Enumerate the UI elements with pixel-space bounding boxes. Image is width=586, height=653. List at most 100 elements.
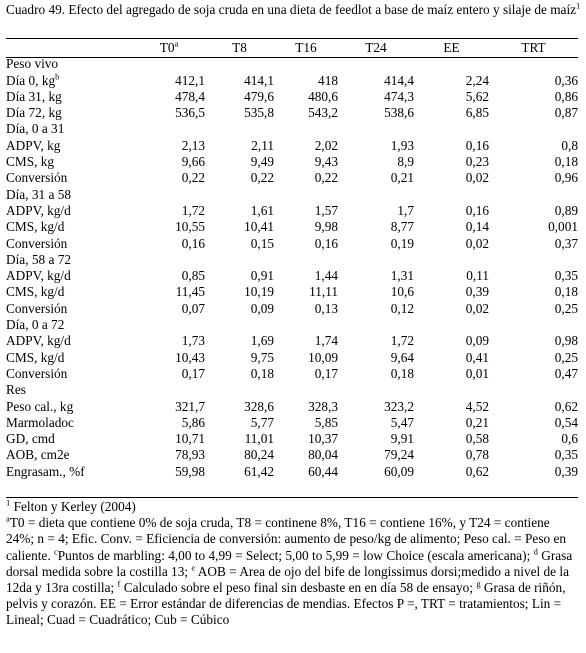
- table-row: Peso cal., kg 321,7 328,6 328,3 323,2 4,52 0,6…: [6, 399, 578, 415]
- cell-trt: 0,25: [554, 349, 578, 365]
- cell-trt: 0,37: [554, 235, 578, 251]
- table-row: AOB, cm2e 78,93 80,24 80,04 79,24 0,78 0,35: [6, 447, 578, 463]
- footnote-1: 1 Felton y Kerley (2004): [6, 497, 136, 514]
- cell-t16: 0,13: [314, 300, 338, 316]
- cell-t24: 414,4: [384, 72, 414, 88]
- table-row: Día 72, kg 536,5 535,8 543,2 538,6 6,85 0,87: [6, 105, 578, 121]
- header-t24: T24: [365, 40, 387, 55]
- header-t0: T0a: [159, 38, 179, 55]
- row-label: CMS, kg/d: [6, 349, 65, 365]
- cell-t0: 11,45: [175, 284, 205, 300]
- row-label: Día 31, kg: [6, 88, 62, 104]
- cell-t24: 474,3: [384, 88, 414, 104]
- header-blank: [6, 40, 133, 56]
- table-row: ADPV, kg/d 1,72 1,61 1,57 1,7 0,16 0,89: [6, 203, 578, 219]
- cell-ee: 0,02: [465, 235, 489, 251]
- group-label: Res: [6, 382, 26, 398]
- data-table: T0a T8 T16 T24 EE TRT Peso vivo Día 0, kg…: [6, 38, 578, 480]
- group-label: Peso vivo: [6, 56, 59, 72]
- cell-t0: 9,66: [181, 154, 205, 170]
- cell-ee: 0,21: [465, 414, 489, 430]
- cell-trt: 0,54: [554, 414, 578, 430]
- cell-t24: 538,6: [384, 105, 414, 121]
- cell-t24: 60,09: [384, 463, 414, 479]
- cell-t24: 8,77: [390, 219, 414, 235]
- cell-t24: 8,9: [397, 154, 414, 170]
- header-row: T0a T8 T16 T24 EE TRT: [6, 38, 578, 56]
- cell-ee: 0,11: [466, 268, 489, 284]
- cell-t8: 61,42: [244, 463, 274, 479]
- footnotes: 1 Felton y Kerley (2004) aT0 = dieta que…: [6, 497, 581, 629]
- group-label: Día, 0 a 72: [6, 317, 65, 333]
- row-label: CMS, kg/d: [6, 219, 65, 235]
- cell-t0: 412,1: [175, 72, 205, 88]
- cell-t8: 1,61: [250, 202, 274, 218]
- group-row: Res: [6, 382, 578, 398]
- table-row: Marmoladoc 5,86 5,77 5,85 5,47 0,21 0,54: [6, 415, 578, 431]
- row-label: Día 0, kgb: [6, 71, 60, 88]
- cell-ee: 6,85: [465, 105, 489, 121]
- cell-t24: 10,6: [390, 284, 414, 300]
- cell-t0: 1,73: [181, 333, 205, 349]
- cell-t0: 10,55: [175, 219, 205, 235]
- cell-t0: 321,7: [175, 398, 205, 414]
- table-row: Conversión 0,16 0,15 0,16 0,19 0,02 0,37: [6, 236, 578, 252]
- header-trt: TRT: [521, 40, 546, 55]
- table-body: Peso vivo Día 0, kgb 412,1 414,1 418 414,4 2,2…: [6, 56, 578, 480]
- row-label: Engrasam., %f: [6, 463, 85, 479]
- group-row: Día, 31 a 58: [6, 187, 578, 203]
- cell-t24: 5,47: [390, 414, 414, 430]
- cell-t8: 1,69: [250, 333, 274, 349]
- group-row: Día, 0 a 72: [6, 317, 578, 333]
- header-t16: T16: [295, 40, 317, 55]
- cell-t8: 9,49: [250, 154, 274, 170]
- cell-t0: 536,5: [175, 105, 205, 121]
- table-caption: Cuadro 49. Efecto del agregado de soja c…: [6, 1, 581, 18]
- cell-t16: 418: [318, 72, 338, 88]
- cell-t24: 9,64: [390, 349, 414, 365]
- cell-t8: 2,11: [251, 137, 274, 153]
- cell-t8: 414,1: [244, 72, 274, 88]
- cell-t0: 59,98: [175, 463, 205, 479]
- cell-trt: 0,47: [554, 365, 578, 381]
- cell-t16: 60,44: [308, 463, 338, 479]
- cell-t16: 9,43: [314, 154, 338, 170]
- cell-t8: 0,09: [250, 300, 274, 316]
- cell-t16: 0,17: [314, 365, 338, 381]
- row-label: ADPV, kg: [6, 137, 61, 153]
- cell-trt: 0,18: [554, 284, 578, 300]
- cell-t8: 0,15: [250, 235, 274, 251]
- cell-ee: 0,02: [465, 300, 489, 316]
- cell-t24: 79,24: [384, 447, 414, 463]
- cell-t8: 10,19: [244, 284, 274, 300]
- cell-trt: 0,25: [554, 300, 578, 316]
- cell-ee: 0,41: [465, 349, 489, 365]
- cell-t0: 1,72: [181, 202, 205, 218]
- cell-trt: 0,35: [554, 268, 578, 284]
- cell-t16: 1,74: [314, 333, 338, 349]
- cell-ee: 2,24: [465, 72, 489, 88]
- row-label: GD, cmd: [6, 431, 55, 447]
- cell-t8: 80,24: [244, 447, 274, 463]
- cell-t8: 9,75: [250, 349, 274, 365]
- cell-trt: 0,36: [554, 72, 578, 88]
- row-label: Conversión: [6, 170, 68, 186]
- cell-trt: 0,98: [554, 333, 578, 349]
- cell-t16: 2,02: [314, 137, 338, 153]
- table-row: ADPV, kg/d 1,73 1,69 1,74 1,72 0,09 0,98: [6, 333, 578, 349]
- cell-ee: 5,62: [465, 88, 489, 104]
- row-label: CMS, kg: [6, 154, 55, 170]
- cell-ee: 0,62: [465, 463, 489, 479]
- cell-t16: 11,11: [309, 284, 338, 300]
- cell-t16: 10,37: [308, 431, 338, 447]
- table-row: CMS, kg/d 11,45 10,19 11,11 10,6 0,39 0,18: [6, 284, 578, 300]
- table-row: GD, cmd 10,71 11,01 10,37 9,91 0,58 0,6: [6, 431, 578, 447]
- cell-ee: 0,01: [465, 365, 489, 381]
- row-label: ADPV, kg/d: [6, 202, 71, 218]
- cell-t8: 479,6: [244, 88, 274, 104]
- table-row: Conversión 0,17 0,18 0,17 0,18 0,01 0,47: [6, 366, 578, 382]
- table-row: Día 31, kg 478,4 479,6 480,6 474,3 5,62 0,86: [6, 89, 578, 105]
- cell-trt: 0,62: [554, 398, 578, 414]
- cell-t0: 0,17: [181, 365, 205, 381]
- row-label: AOB, cm2e: [6, 447, 70, 463]
